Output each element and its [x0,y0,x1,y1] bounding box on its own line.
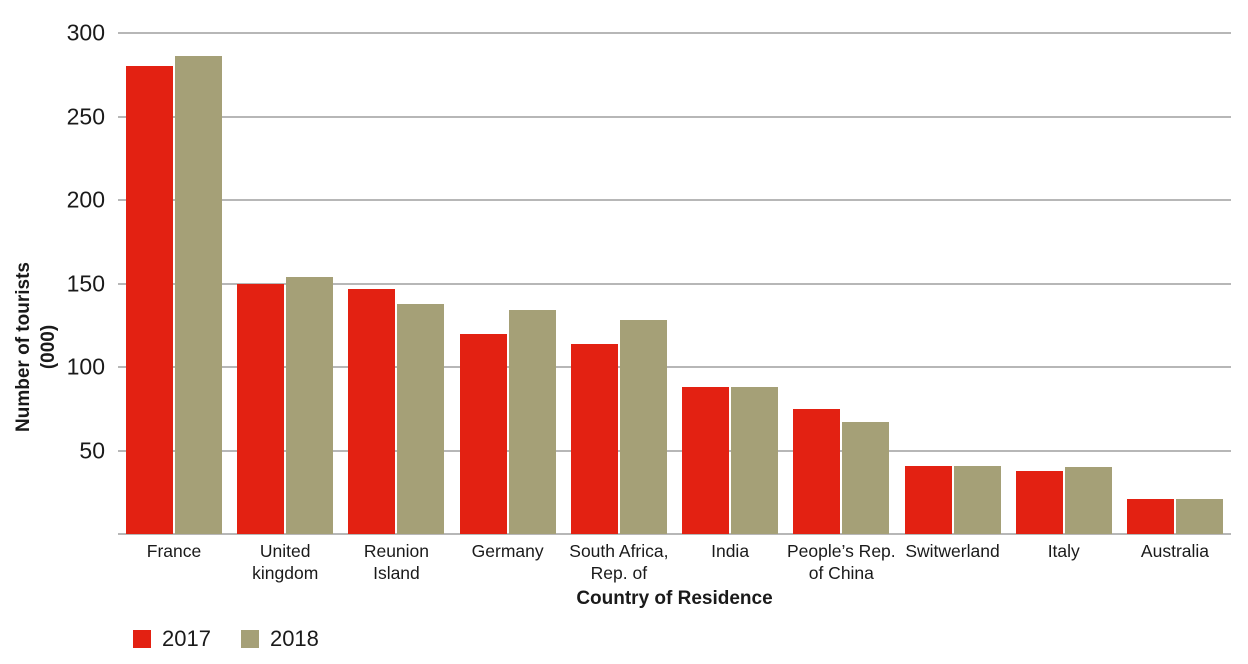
bar-2018-india [731,387,779,534]
y-tick-label-200: 200 [66,186,105,213]
gridline-100 [118,366,1231,368]
x-category-label-line: Reunion [363,541,430,561]
x-category-label-france: France [126,540,222,584]
y-tick-label-300: 300 [66,19,105,46]
bar-2018-united-kingdom [286,276,334,534]
bar-2018-france [175,56,222,534]
x-category-label-line: United [259,541,311,561]
x-category-label-line: kingdom [252,563,319,583]
x-category-label-south-africa-rep-of: South Africa, Rep. of [569,540,669,584]
bar-group-united-kingdom [237,33,334,534]
bar-2017-people-s-rep-of-china [793,408,841,534]
gridline-50 [118,449,1231,452]
legend: 2017 2018 [133,628,319,650]
legend-item-2017: 2017 [133,628,211,650]
x-category-label-line: Rep. of [590,563,648,583]
bar-2018-south-africa-rep-of [619,320,667,534]
x-category-label-india: India [682,540,778,584]
x-category-label-italy: Italy [1016,540,1112,584]
x-category-label-line: Island [373,563,420,583]
gridline-150 [118,282,1231,285]
bar-group-south-africa-rep-of [570,33,667,534]
bar-2018-germany [508,310,556,534]
legend-swatch-2018 [240,630,259,648]
bar-2017-south-africa-rep-of [570,343,618,534]
bar-group-australia [1126,33,1223,534]
bar-group-switwerland [904,33,1001,534]
x-category-label-line: France [146,541,202,561]
gridline-300 [118,32,1231,34]
legend-label-2018: 2018 [269,626,319,651]
bar-group-reunion-island [348,33,445,534]
x-category-label-people-s-rep-of-china: People’s Rep. of China [787,540,896,584]
legend-swatch-2017 [133,630,151,648]
y-axis-tick-labels: 300 250 200 150 100 50 [0,21,105,534]
bar-2017-australia [1126,498,1174,534]
bar-group-people-s-rep-of-china [793,33,890,534]
bar-group-italy [1015,33,1112,534]
x-category-label-line: India [711,541,750,561]
y-tick-label-150: 150 [66,270,105,296]
bar-2017-france [126,66,173,534]
x-category-label-line: South Africa, [569,541,669,561]
bar-2018-italy [1064,467,1112,534]
x-category-label-australia: Australia [1127,540,1223,584]
bar-2018-switwerland [953,465,1001,534]
bar-2017-reunion-island [348,288,396,534]
y-tick-label-100: 100 [66,353,105,380]
bar-groups [118,33,1231,534]
bar-2017-switwerland [904,465,952,534]
y-tick-label-50: 50 [79,437,105,463]
gridline-250 [118,115,1231,118]
x-category-label-united-kingdom: United kingdom [237,540,333,584]
bar-2017-united-kingdom [237,283,285,534]
x-axis-title: Country of Residence [576,588,773,609]
bar-group-india [682,33,779,534]
x-category-label-line: People’s Rep. [787,541,896,561]
x-category-label-line: of China [808,563,874,583]
x-category-label-line: Australia [1140,541,1210,561]
bar-2018-reunion-island [397,303,445,534]
x-category-label-switwerland: Switwerland [905,540,1001,584]
plot-area [118,32,1231,535]
legend-item-2018: 2018 [240,626,319,651]
x-category-label-reunion-island: Reunion Island [348,540,444,584]
bar-group-france [126,33,222,534]
x-axis-baseline [118,533,1231,535]
x-axis-category-labels: France United kingdom Reunion Island Germany S… [118,540,1231,584]
y-tick-label-250: 250 [66,103,105,129]
bar-2018-people-s-rep-of-china [842,422,890,534]
bar-group-germany [459,33,556,534]
bar-2018-australia [1175,498,1223,534]
x-category-label-germany: Germany [460,540,556,584]
legend-label-2017: 2017 [162,626,211,651]
gridline-200 [118,199,1231,201]
x-category-label-line: Germany [471,541,544,561]
bar-2017-italy [1015,470,1063,534]
bar-2017-germany [459,333,507,534]
bar-2017-india [682,387,730,534]
x-category-label-line: Switwerland [905,541,1000,561]
x-category-label-line: Italy [1047,541,1080,561]
